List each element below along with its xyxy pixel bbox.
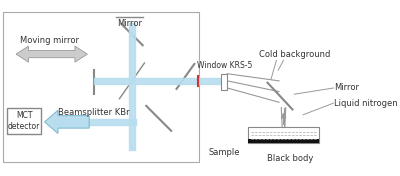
Bar <box>248 127 319 143</box>
Bar <box>7 108 41 134</box>
Text: Sample: Sample <box>208 148 240 157</box>
Bar <box>248 139 319 143</box>
Text: Cold background: Cold background <box>258 50 330 59</box>
Text: Moving mirror: Moving mirror <box>20 36 78 45</box>
Text: Mirror: Mirror <box>117 19 142 28</box>
Text: Mirror: Mirror <box>334 83 359 93</box>
Text: Liquid nitrogen: Liquid nitrogen <box>334 99 398 108</box>
Bar <box>221 74 227 90</box>
Text: Black body: Black body <box>266 154 313 163</box>
Polygon shape <box>44 110 89 133</box>
Polygon shape <box>16 46 87 62</box>
Text: Window KRS-5: Window KRS-5 <box>197 61 252 70</box>
Text: MCT
detector: MCT detector <box>8 111 40 131</box>
Bar <box>3 12 199 162</box>
Text: Beamsplitter KBr: Beamsplitter KBr <box>58 108 130 117</box>
